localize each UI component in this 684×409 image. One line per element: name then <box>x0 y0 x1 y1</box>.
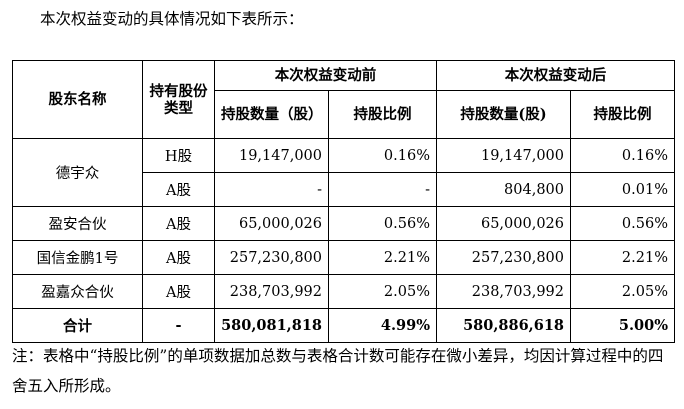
header-before-change: 本次权益变动前 <box>214 60 437 91</box>
header-after-change: 本次权益变动后 <box>436 60 675 91</box>
shareholder-name-cell: 国信金鹏1号 <box>12 240 143 275</box>
after-ratio-cell: 0.01% <box>570 172 675 207</box>
after-shares-cell: 238,703,992 <box>436 274 571 309</box>
before-ratio-cell: 0.16% <box>328 138 437 173</box>
share-type-cell: A股 <box>142 274 215 309</box>
header-after-ratio: 持股比例 <box>570 90 675 139</box>
total-after-shares-cell: 580,886,618 <box>436 308 571 343</box>
header-row-groups: 股东名称 持有股份类型 本次权益变动前 本次权益变动后 <box>12 60 675 139</box>
header-shareholder-name: 股东名称 <box>12 60 143 139</box>
before-shares-cell: 238,703,992 <box>214 274 329 309</box>
shareholder-name-cell: 盈嘉众合伙 <box>12 274 143 309</box>
footnote: 注：表格中“持股比例”的单项数据加总数与表格合计数可能存在微小差异，均因计算过程… <box>12 347 664 395</box>
share-type-cell: A股 <box>142 240 215 275</box>
header-after-shares: 持股数量(股) <box>436 90 571 139</box>
before-ratio-cell: - <box>328 172 437 207</box>
header-before-ratio: 持股比例 <box>328 90 437 139</box>
shareholder-name-cell: 盈安合伙 <box>12 206 143 241</box>
after-ratio-cell: 2.05% <box>570 274 675 309</box>
table-row: A股 - - 804,800 0.01% <box>13 172 675 207</box>
header-share-type: 持有股份类型 <box>142 60 215 139</box>
before-shares-cell: 65,000,026 <box>214 206 329 241</box>
share-type-cell: A股 <box>142 172 215 207</box>
total-label-cell: 合计 <box>12 308 143 343</box>
after-shares-cell: 65,000,026 <box>436 206 571 241</box>
after-shares-cell: 804,800 <box>436 172 571 207</box>
table-row: 盈安合伙 A股 65,000,026 0.56% 65,000,026 0.56… <box>12 206 675 241</box>
total-row: 合计 - 580,081,818 4.99% 580,886,618 5.00% <box>12 308 675 343</box>
before-shares-cell: 19,147,000 <box>214 138 329 173</box>
total-after-ratio-cell: 5.00% <box>570 308 675 343</box>
before-ratio-cell: 2.05% <box>328 274 437 309</box>
equity-change-table: 股东名称 持有股份类型 本次权益变动前 本次权益变动后 持股数量（股） 持股比例… <box>12 60 675 343</box>
total-type-cell: - <box>142 308 215 343</box>
header-row-columns: 持股数量（股） 持股比例 持股数量(股) 持股比例 <box>13 90 675 139</box>
intro-text: 本次权益变动的具体情况如下表所示： <box>40 10 304 28</box>
header-before-shares: 持股数量（股） <box>214 90 329 139</box>
after-ratio-cell: 0.56% <box>570 206 675 241</box>
total-before-ratio-cell: 4.99% <box>328 308 437 343</box>
shareholder-name-cell: 德宇众 <box>12 138 143 207</box>
after-ratio-cell: 0.16% <box>570 138 675 173</box>
before-ratio-cell: 2.21% <box>328 240 437 275</box>
before-shares-cell: - <box>214 172 329 207</box>
after-shares-cell: 257,230,800 <box>436 240 571 275</box>
share-type-cell: A股 <box>142 206 215 241</box>
after-shares-cell: 19,147,000 <box>436 138 571 173</box>
before-shares-cell: 257,230,800 <box>214 240 329 275</box>
table-row: 盈嘉众合伙 A股 238,703,992 2.05% 238,703,992 2… <box>12 274 675 309</box>
table-row: 国信金鹏1号 A股 257,230,800 2.21% 257,230,800 … <box>12 240 675 275</box>
total-before-shares-cell: 580,081,818 <box>214 308 329 343</box>
table-row: 德宇众 H股 19,147,000 0.16% 19,147,000 0.16% <box>12 138 675 207</box>
share-type-cell: H股 <box>142 138 215 173</box>
before-ratio-cell: 0.56% <box>328 206 437 241</box>
after-ratio-cell: 2.21% <box>570 240 675 275</box>
